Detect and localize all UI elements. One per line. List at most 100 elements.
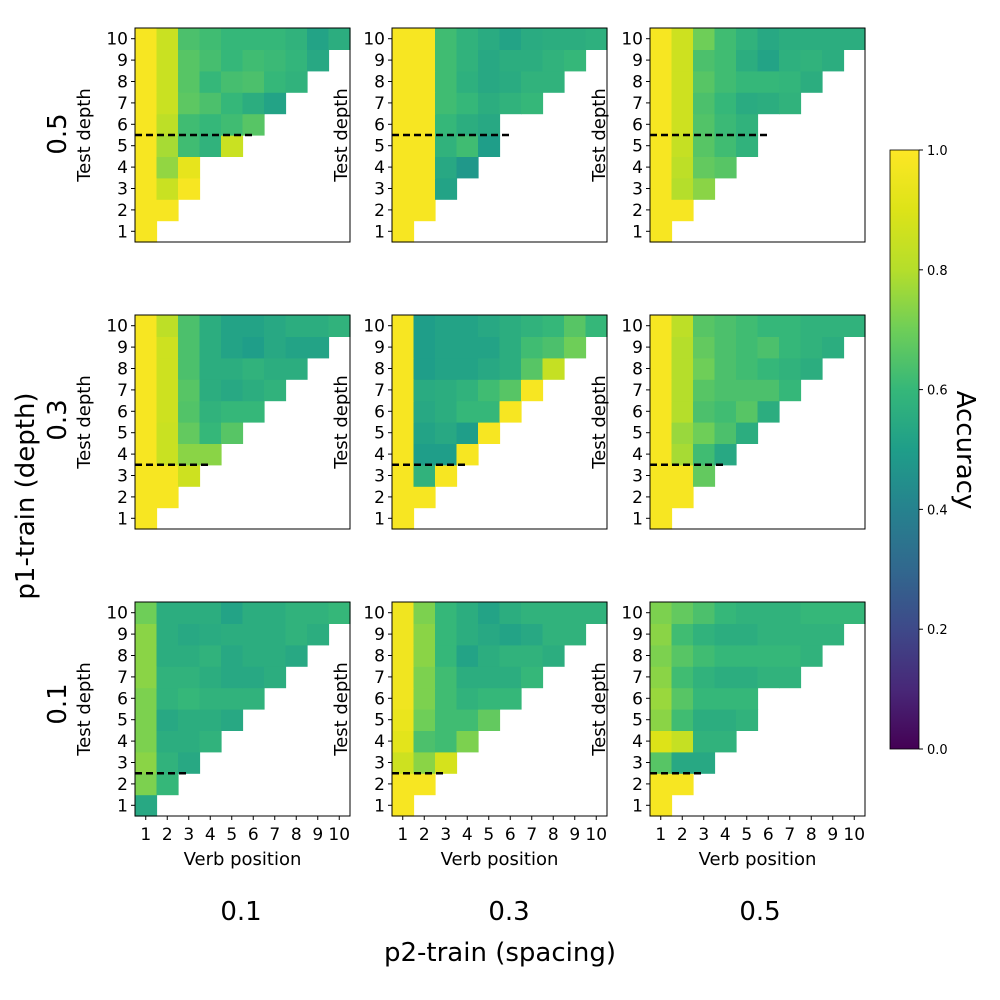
heatmap-cell (285, 70, 308, 93)
heatmap-cell (392, 751, 415, 774)
heatmap-cell (221, 92, 244, 115)
heatmap-cell (499, 28, 522, 50)
heatmap-cell (650, 443, 673, 466)
heatmap-cell (264, 70, 287, 93)
heatmap-cell (800, 644, 823, 667)
heatmap-cell (135, 443, 158, 466)
y-tick-label: 6 (374, 402, 385, 422)
panel-frame (391, 601, 608, 817)
heatmap-cell (478, 400, 501, 423)
heatmap-cell (392, 773, 415, 796)
heatmap-cell (671, 666, 694, 689)
heatmap-cell (156, 113, 179, 136)
heatmap-cell (156, 400, 179, 423)
heatmap-cell (156, 687, 179, 710)
heatmap-cell (671, 28, 694, 50)
heatmap-cell (521, 644, 544, 667)
x-tick-label: 7 (269, 825, 280, 845)
heatmap-cell (456, 156, 479, 179)
heatmap-cell (221, 315, 244, 337)
heatmap-cell (456, 315, 479, 337)
panel-frame (649, 601, 866, 817)
heatmap-cell (714, 357, 737, 380)
heatmap-cell (221, 666, 244, 689)
heatmap-cell (693, 644, 716, 667)
heatmap-cell (456, 623, 479, 646)
heatmap-cell (178, 336, 201, 359)
y-tick-label: 6 (374, 689, 385, 709)
row-axis-title: p1-train (depth) (11, 392, 41, 599)
heatmap-cell (413, 28, 436, 50)
heatmap-cell (156, 92, 179, 115)
heatmap-cell (822, 623, 845, 646)
x-axis-label: Verb position (441, 849, 559, 870)
y-axis-label: Test depth (331, 375, 352, 470)
y-tick-label: 9 (374, 51, 385, 71)
heatmap-cell (178, 464, 201, 487)
heatmap-cell (714, 113, 737, 136)
heatmap-cell (135, 422, 158, 444)
heatmap-cell (521, 379, 544, 402)
x-tick-label: 2 (677, 825, 688, 845)
heatmap-cell (285, 336, 308, 359)
heatmap-cell (714, 709, 737, 731)
heatmap-cell (156, 28, 179, 50)
heatmap-cell (221, 49, 244, 72)
heatmap-cell (435, 70, 458, 93)
heatmap-cell (221, 28, 244, 50)
y-tick-label: 8 (374, 360, 385, 380)
heatmap-cell (564, 28, 587, 50)
heatmap-cell (499, 379, 522, 402)
heatmap-cell (242, 28, 265, 50)
heatmap-cell (135, 751, 158, 774)
heatmap-cell (413, 687, 436, 710)
heatmap-cell (435, 156, 458, 179)
heatmap-cell (435, 623, 458, 646)
row-label-bottom: 0.1 (43, 683, 73, 724)
heatmap-cell (693, 602, 716, 624)
y-tick-label: 10 (106, 30, 128, 50)
y-tick-label: 4 (117, 445, 128, 465)
heatmap-cell (242, 623, 265, 646)
heatmap-cell (693, 687, 716, 710)
x-tick-label: 8 (291, 825, 302, 845)
heatmap-cell (671, 709, 694, 731)
panel-frame (134, 601, 351, 817)
heatmap-cell (392, 602, 415, 624)
heatmap-cell (392, 49, 415, 72)
heatmap-cell (307, 336, 330, 359)
heatmap-cell (456, 666, 479, 689)
heatmap-cell (221, 400, 244, 423)
heatmap-cell (671, 156, 694, 179)
heatmap-cell (156, 422, 179, 444)
heatmap-cell (242, 49, 265, 72)
heatmap-cell (564, 49, 587, 72)
heatmap-cell (650, 730, 673, 753)
heatmap-cell (671, 644, 694, 667)
heatmap-cell (714, 156, 737, 179)
heatmap-cell (221, 644, 244, 667)
heatmap-cell (671, 751, 694, 774)
heatmap-cell (779, 644, 802, 667)
heatmap-cell (671, 315, 694, 337)
heatmap-cell (135, 687, 158, 710)
y-tick-label: 2 (374, 775, 385, 795)
heatmap-cell (221, 709, 244, 731)
heatmap-cell (521, 92, 544, 115)
y-tick-label: 2 (117, 201, 128, 221)
colorbar-ticks: 0.0 0.2 0.4 0.6 0.8 1.0 (919, 144, 948, 758)
col-label-middle: 0.3 (488, 897, 529, 927)
heatmap-cell (178, 644, 201, 667)
heatmap-cell (456, 135, 479, 157)
heatmap-cell (178, 156, 201, 179)
y-tick-label: 6 (632, 689, 643, 709)
heatmap-cell (178, 422, 201, 444)
heatmap-cell (521, 357, 544, 380)
heatmap-cell (757, 315, 780, 337)
heatmap-cell (264, 644, 287, 667)
heatmap-cell (135, 28, 158, 50)
x-tick-label: 3 (440, 825, 451, 845)
heatmap-cell (456, 336, 479, 359)
heatmap-cell (693, 156, 716, 179)
